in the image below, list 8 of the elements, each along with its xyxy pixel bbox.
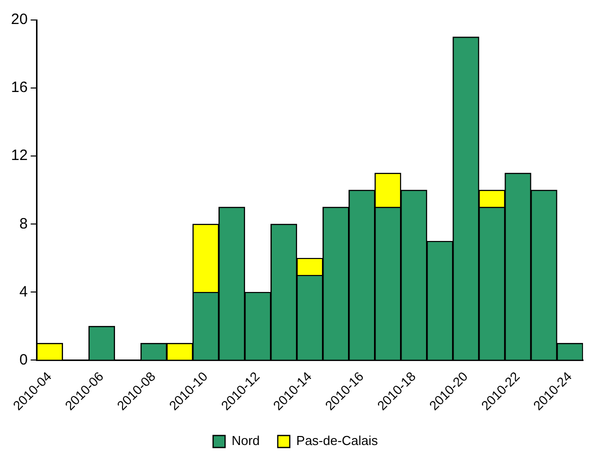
y-tick-label: 12 (10, 147, 28, 164)
y-tick-label: 20 (10, 11, 28, 28)
legend-label: Nord (232, 433, 260, 448)
legend-label: Pas-de-Calais (296, 433, 378, 448)
y-tick-label: 8 (19, 215, 28, 232)
y-tick-label: 0 (19, 351, 28, 368)
y-tick-label: 4 (19, 283, 28, 300)
y-tick-label: 16 (10, 79, 28, 96)
